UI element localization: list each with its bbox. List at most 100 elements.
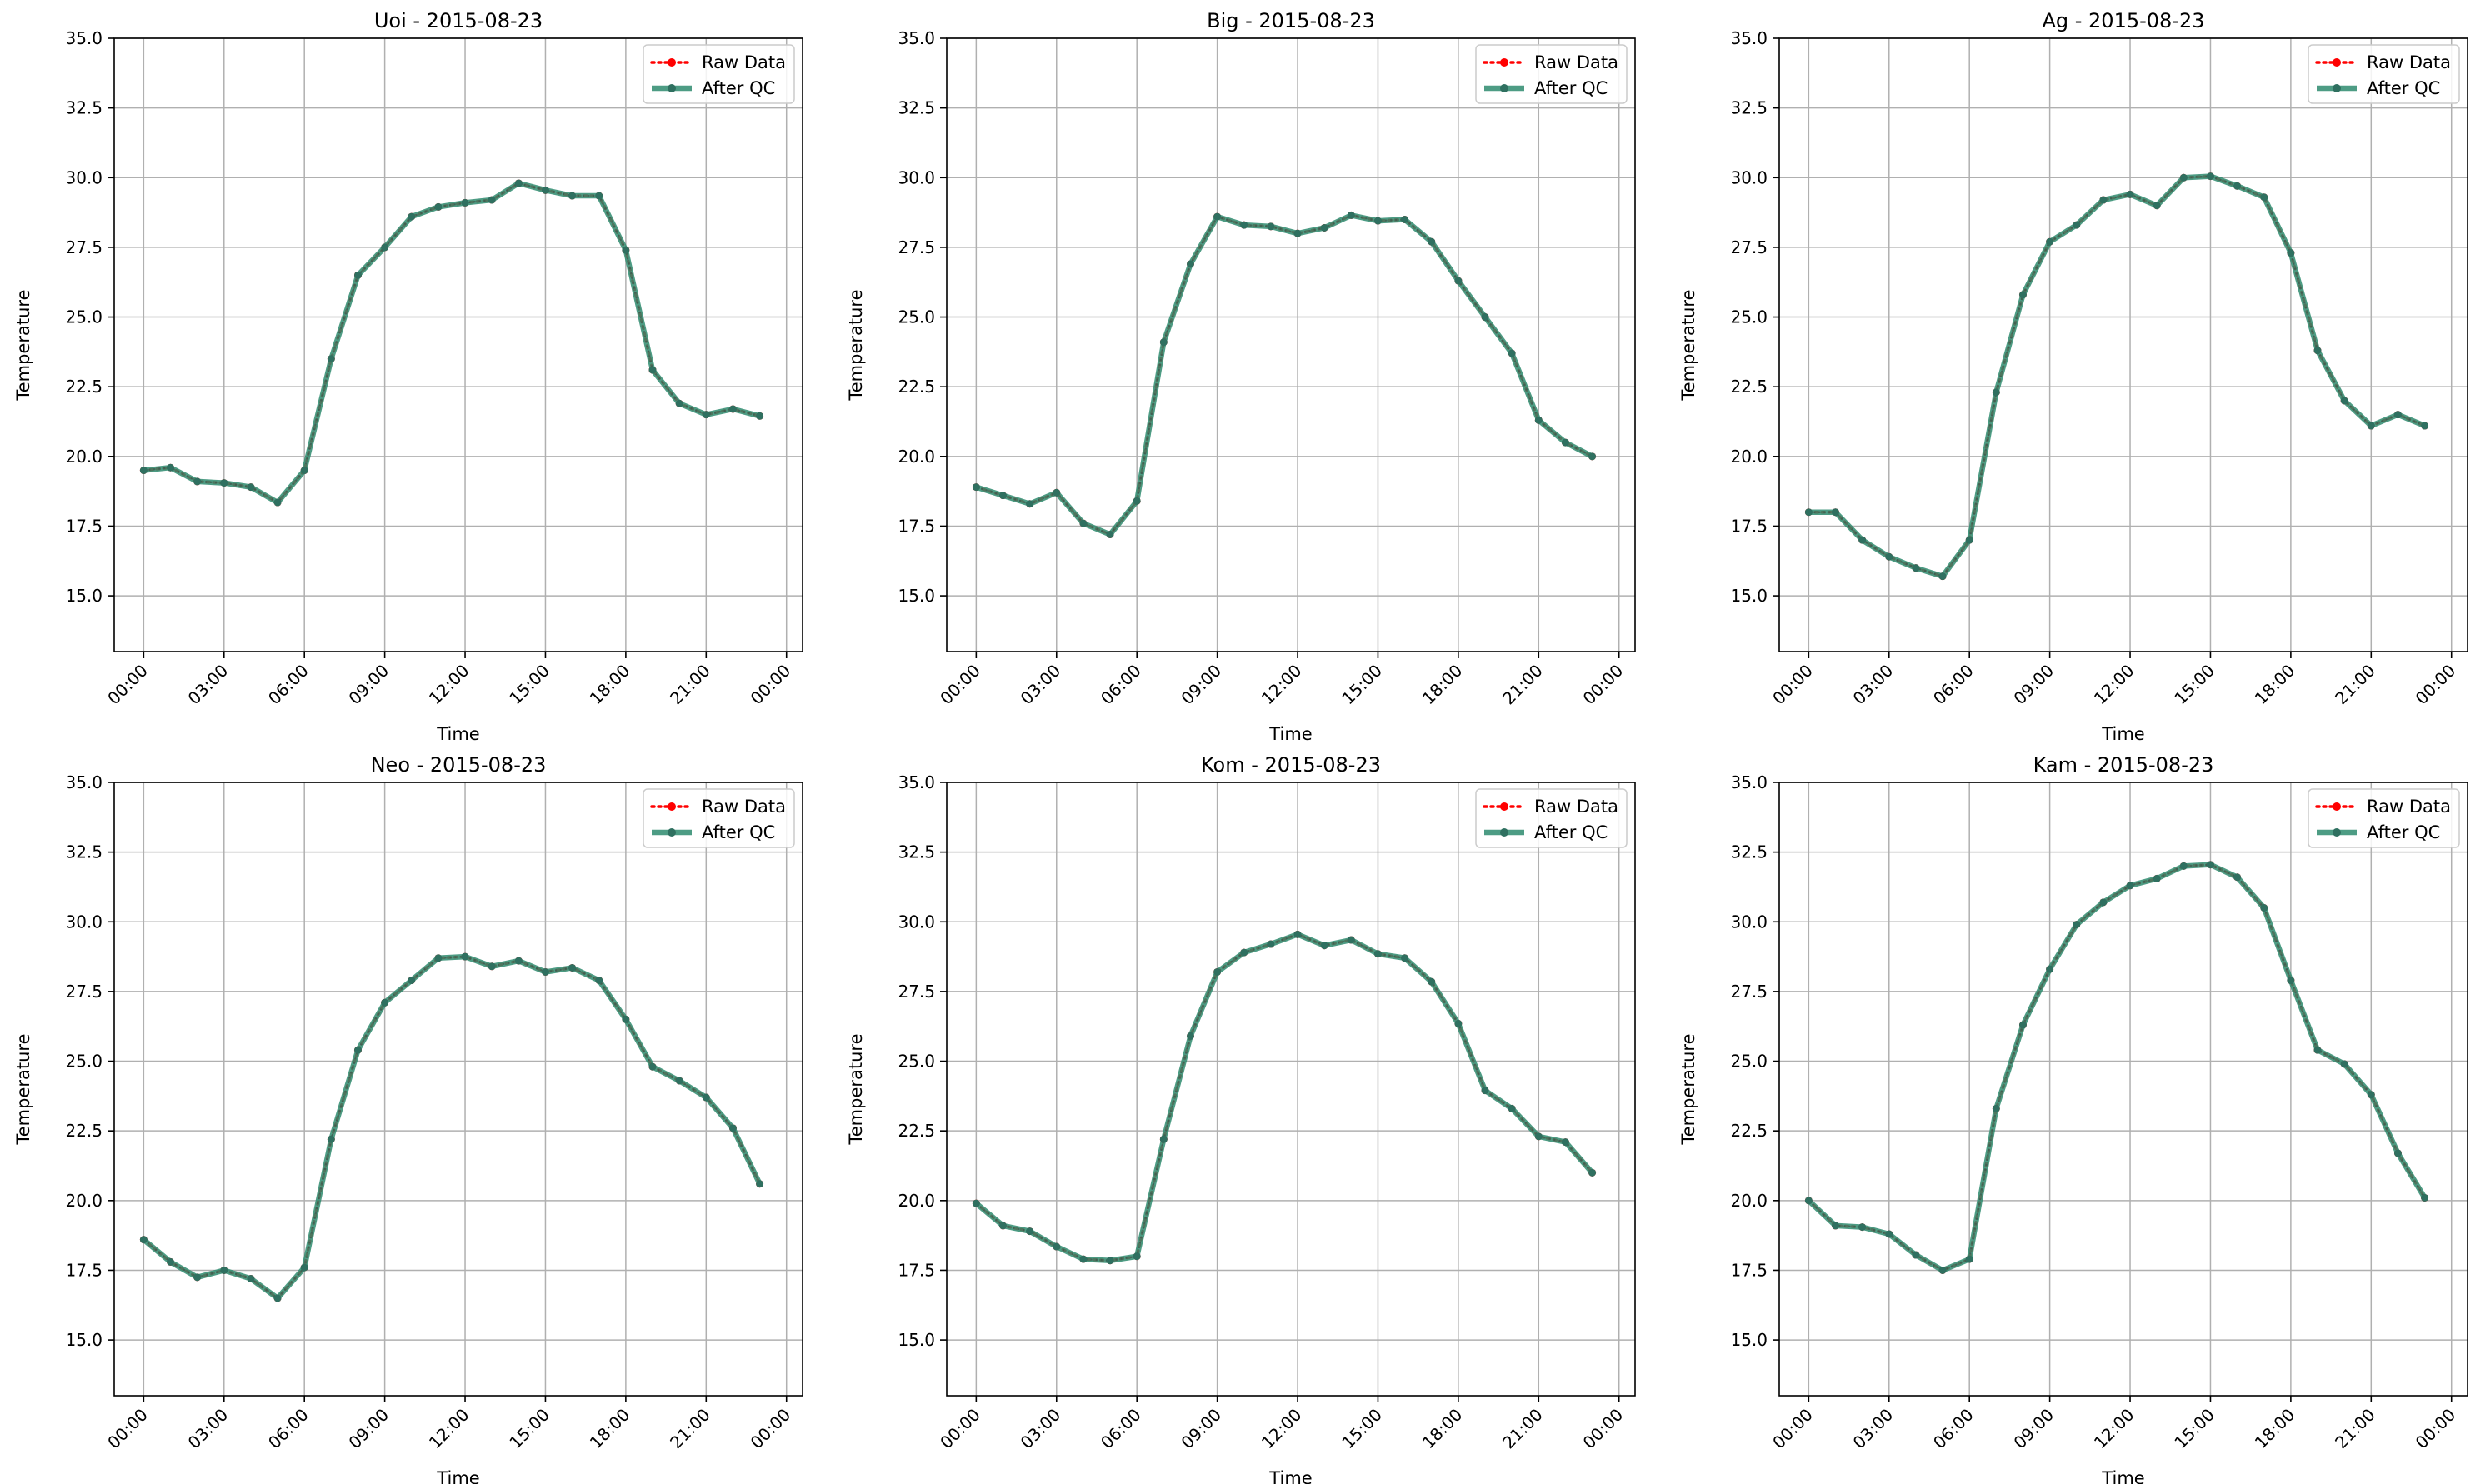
after-qc-point [1858,536,1867,544]
after-qc-point [2179,173,2188,182]
y-tick-label: 20.0 [65,447,103,467]
y-axis-label: Temperature [846,1033,866,1145]
y-tick-label: 15.0 [65,586,103,606]
legend-label-after-qc: After QC [1534,78,1608,98]
after-qc-point [1965,536,1973,544]
after-qc-point [1133,497,1141,505]
after-qc-point [1133,1252,1141,1261]
x-tick-label: 00:00 [936,661,984,709]
after-qc-point [353,1046,362,1054]
after-qc-point [1588,1168,1597,1177]
x-tick-label: 03:00 [184,661,233,709]
axes-frame [113,782,803,1397]
after-qc-point [139,1236,148,1244]
x-tick-label: 00:00 [1579,1405,1628,1453]
after-qc-point [675,1077,683,1085]
after-qc-point [408,212,416,221]
y-tick-label: 17.5 [65,1260,103,1280]
after-qc-point [247,483,255,492]
after-qc-point [1293,930,1302,938]
after-qc-point [972,483,980,492]
y-tick-label: 22.5 [65,1121,103,1141]
y-tick-label: 27.5 [1730,982,1768,1002]
legend-label-after-qc: After QC [702,822,775,842]
x-tick-label: 06:00 [264,661,313,709]
legend-raw-marker-icon [668,58,676,67]
x-tick-label: 06:00 [1097,661,1145,709]
after-qc-point [300,1263,308,1272]
after-qc-point [461,198,469,207]
after-qc-point [2046,237,2054,246]
after-qc-point [1053,488,1061,497]
y-tick-label: 27.5 [65,237,103,257]
x-tick-label: 09:00 [1177,661,1225,709]
after-qc-point [702,411,710,419]
y-tick-label: 32.5 [1730,98,1768,118]
y-tick-label: 32.5 [1730,842,1768,862]
x-tick-label: 21:00 [2331,661,2379,709]
after-qc-point [595,977,603,985]
after-qc-point [1508,349,1516,357]
after-qc-point [541,186,549,194]
after-qc-point [2153,874,2161,882]
after-qc-point [1804,508,1813,517]
series-overlap-dots [1808,863,2426,1272]
y-tick-label: 25.0 [898,307,935,327]
after-qc-point [675,399,683,407]
y-tick-label: 17.5 [1730,1260,1768,1280]
after-qc-point [381,243,389,252]
y-axis-label: Temperature [1678,289,1698,401]
after-qc-point [1373,217,1382,225]
y-tick-label: 32.5 [65,842,103,862]
after-qc-point [461,952,469,961]
after-qc-point [2046,965,2054,973]
legend: Raw Data After QC [2308,788,2460,848]
x-tick-label: 18:00 [2251,1405,2299,1453]
after-qc-point [1965,1255,1973,1263]
legend-raw-marker-icon [2333,58,2341,67]
after-qc-point [2018,291,2027,299]
after-qc-point [1053,1242,1061,1251]
y-axis-label: Temperature [13,1033,33,1145]
x-tick-label: 06:00 [264,1405,313,1453]
x-tick-label: 06:00 [1097,1405,1145,1453]
y-tick-label: 25.0 [1730,307,1768,327]
legend-qc-marker-icon [2333,84,2341,92]
after-qc-point [728,1124,737,1132]
y-tick-label: 17.5 [898,516,935,536]
chart-title: Kom - 2015-08-23 [1201,753,1381,777]
after-qc-point [1026,500,1034,508]
after-qc-point [327,1135,335,1143]
after-qc-point [1508,1104,1516,1112]
y-tick-label: 30.0 [898,912,935,932]
after-qc-point [1992,388,2000,397]
after-qc-point [1481,1087,1489,1095]
after-qc-point [1831,1222,1839,1230]
after-qc-point [1858,1223,1867,1232]
after-qc-point [434,202,443,211]
x-tick-label: 21:00 [666,1405,714,1453]
x-tick-label: 18:00 [1418,661,1467,709]
y-tick-label: 25.0 [65,307,103,327]
legend: Raw Data After QC [1475,788,1628,848]
after-qc-point [1454,1019,1463,1027]
after-qc-point [193,1273,202,1282]
x-axis-label: Time [436,724,479,744]
after-qc-point [2018,1021,2027,1029]
after-qc-point [2393,411,2402,419]
after-qc-point [568,963,577,972]
x-tick-label: 06:00 [1929,1405,1978,1453]
after-qc-point [2153,202,2161,210]
after-qc-point [1912,564,1920,572]
after-qc-point [1454,277,1463,285]
series-after-qc-line [974,932,1595,1263]
x-tick-label: 15:00 [2170,1405,2218,1453]
after-qc-point [1106,530,1114,538]
after-qc-point [1347,211,1355,219]
after-qc-point [434,954,443,962]
after-qc-point [1373,950,1382,958]
after-qc-point [541,967,549,976]
legend-label-raw-data: Raw Data [1534,797,1618,817]
x-tick-label: 12:00 [425,1405,473,1453]
legend-label-after-qc: After QC [1534,822,1608,842]
